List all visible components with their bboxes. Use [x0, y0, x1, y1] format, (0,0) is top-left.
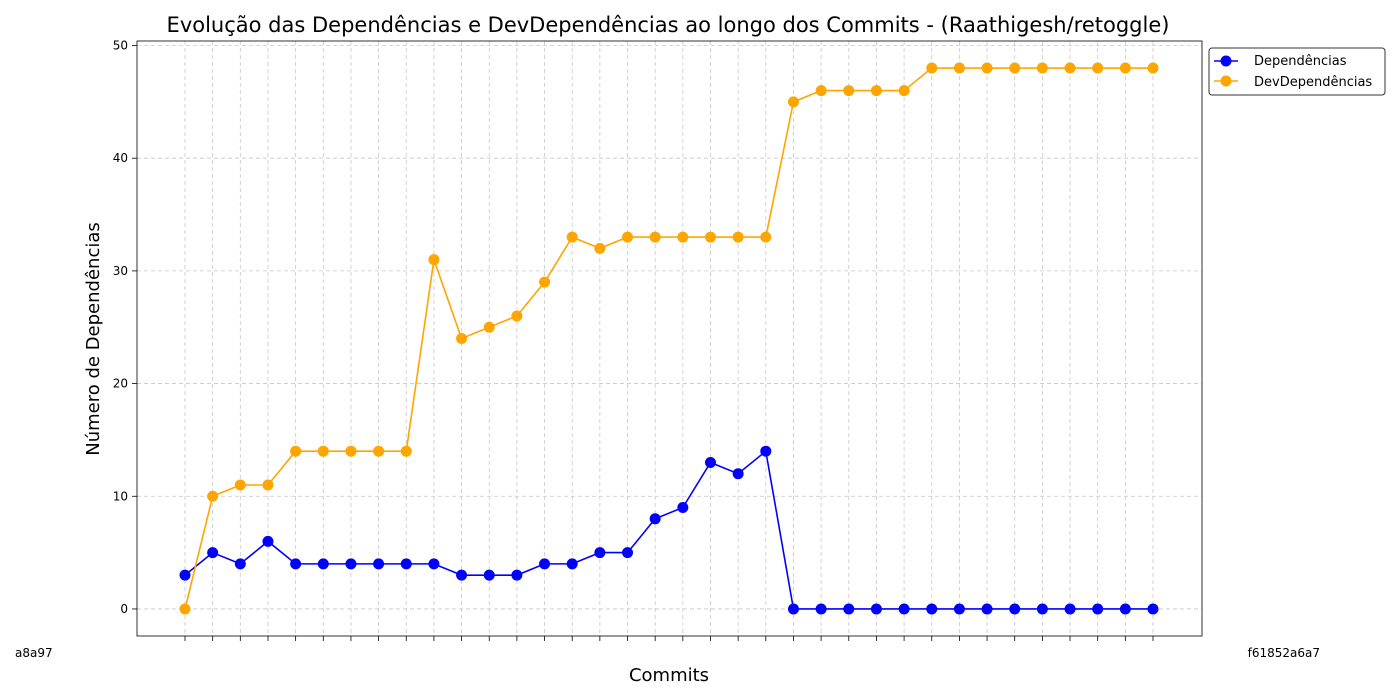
data-point-series-1 [207, 490, 219, 502]
y-tick-label: 30 [113, 264, 128, 278]
data-point-series-1 [456, 333, 468, 344]
data-point-series-1 [483, 321, 495, 333]
data-point-series-1 [1147, 62, 1159, 74]
data-point-series-1 [898, 85, 910, 97]
data-point-series-1 [179, 603, 191, 615]
data-point-series-1 [622, 231, 634, 243]
data-point-series-0 [870, 603, 882, 615]
data-point-series-0 [843, 603, 855, 615]
data-point-series-1 [400, 445, 412, 457]
series-line-1 [184, 67, 1153, 610]
data-point-series-1 [981, 62, 993, 74]
data-point-series-0 [1147, 603, 1159, 615]
chart-title: Evolução das Dependências e DevDependênc… [167, 13, 1170, 37]
labels: Evolução das Dependências e DevDependênc… [83, 13, 1169, 686]
legend-marker-devdependencias [1220, 75, 1232, 87]
data-point-series-0 [539, 558, 551, 570]
data-point-series-0 [317, 558, 329, 570]
data-point-series-0 [1009, 603, 1021, 615]
data-point-series-0 [760, 445, 772, 457]
data-point-series-1 [317, 445, 329, 457]
data-point-series-1 [760, 231, 772, 243]
data-point-series-0 [511, 569, 523, 581]
legend-label-dependencias: Dependências [1254, 54, 1347, 69]
y-tick-label: 20 [113, 377, 128, 391]
plot-frame [136, 40, 1203, 637]
data-point-series-1 [953, 62, 965, 74]
data-point-series-1 [843, 85, 855, 97]
grid [137, 41, 1202, 636]
data-point-series-1 [926, 62, 938, 74]
data-point-series-0 [566, 558, 578, 570]
data-point-series-0 [704, 456, 716, 468]
data-point-series-0 [207, 547, 219, 559]
series-group [179, 62, 1159, 615]
y-axis-title: Número de Dependências [83, 222, 104, 456]
data-point-series-0 [290, 558, 302, 570]
data-point-series-1 [704, 231, 716, 243]
data-point-series-0 [179, 569, 191, 581]
x-tick-label-last: f61852a6a7 [1248, 646, 1320, 660]
data-point-series-0 [787, 603, 799, 615]
data-point-series-0 [622, 547, 634, 559]
data-point-series-0 [815, 603, 827, 615]
data-point-series-1 [1092, 62, 1104, 74]
axes: 0 10 20 30 40 50 a8a97 f61852a6a7 [15, 39, 1320, 660]
data-point-series-0 [926, 603, 938, 615]
data-point-series-1 [511, 310, 523, 322]
data-point-series-0 [677, 502, 689, 514]
data-point-series-1 [677, 231, 689, 243]
data-point-series-0 [981, 603, 993, 615]
data-point-series-1 [290, 445, 302, 457]
data-point-series-0 [262, 535, 274, 547]
data-point-series-1 [594, 242, 606, 254]
y-tick-label: 0 [120, 602, 128, 616]
data-point-series-1 [1036, 62, 1048, 74]
data-point-series-1 [815, 85, 827, 97]
x-axis-title: Commits [629, 665, 709, 686]
legend-box [1208, 47, 1386, 96]
data-point-series-0 [345, 558, 357, 570]
data-point-series-1 [870, 85, 882, 97]
data-point-series-1 [787, 96, 799, 108]
data-point-series-0 [373, 558, 385, 570]
data-point-series-1 [373, 445, 385, 457]
data-point-series-0 [649, 513, 661, 525]
data-point-series-0 [1119, 603, 1131, 615]
data-point-series-1 [649, 231, 661, 243]
data-point-series-0 [400, 558, 412, 570]
legend-label-devdependencias: DevDependências [1254, 75, 1372, 90]
data-point-series-1 [1119, 62, 1131, 74]
data-point-series-0 [1064, 603, 1076, 615]
x-tick-label-first: a8a97 [15, 646, 53, 660]
y-tick-label: 10 [113, 489, 128, 503]
data-point-series-0 [483, 569, 495, 581]
legend-marker-dependencias [1220, 55, 1232, 67]
data-point-series-0 [456, 569, 468, 581]
data-point-series-1 [732, 231, 744, 243]
data-point-series-0 [732, 468, 744, 480]
data-point-series-0 [234, 558, 246, 570]
data-point-series-1 [262, 479, 274, 491]
data-point-series-0 [428, 558, 440, 570]
y-tick-label: 40 [113, 151, 128, 165]
data-point-series-1 [234, 479, 246, 491]
series-line-0 [184, 449, 1153, 610]
legend: Dependências DevDependências [1208, 47, 1386, 96]
data-point-series-1 [566, 231, 578, 243]
data-point-series-0 [898, 603, 910, 615]
data-point-series-1 [345, 445, 357, 457]
data-point-series-1 [539, 276, 551, 288]
data-point-series-0 [1092, 603, 1104, 615]
data-point-series-0 [594, 547, 606, 559]
y-tick-label: 50 [113, 39, 128, 53]
data-point-series-1 [1064, 62, 1076, 74]
data-point-series-0 [1036, 603, 1048, 615]
data-point-series-1 [428, 254, 440, 266]
data-point-series-1 [1009, 62, 1021, 74]
data-point-series-0 [953, 603, 965, 615]
